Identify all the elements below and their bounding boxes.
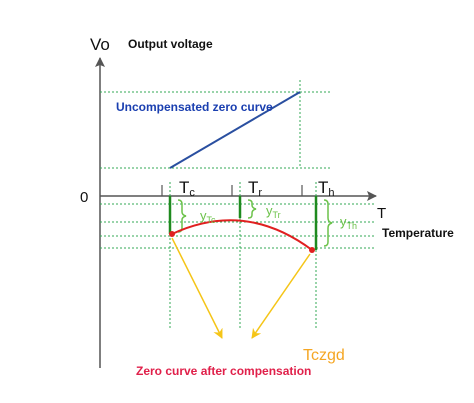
compensated-label: Zero curve after compensation bbox=[136, 364, 311, 378]
origin-label: 0 bbox=[80, 189, 88, 206]
arrow-from-tc bbox=[171, 237, 223, 339]
y-axis-label: Vo bbox=[90, 35, 110, 54]
tc-label: Tc bbox=[179, 178, 195, 199]
tr-label: Tr bbox=[248, 178, 262, 199]
uncompensated-line bbox=[169, 91, 301, 169]
y-axis-caption: Output voltage bbox=[128, 37, 213, 51]
ytc-label: yTc bbox=[200, 208, 216, 225]
ytr-label: yTr bbox=[266, 203, 281, 220]
tczgd-label: Tczgd bbox=[303, 347, 345, 364]
yth-brace bbox=[323, 199, 333, 247]
yth-label: yTh bbox=[340, 214, 357, 231]
x-axis-label: T bbox=[377, 205, 386, 222]
compensated-point-tc bbox=[169, 231, 175, 237]
compensated-curve bbox=[171, 219, 313, 251]
uncompensated-label: Uncompensated zero curve bbox=[116, 100, 273, 114]
ytc-brace bbox=[177, 199, 187, 233]
arrow-from-th bbox=[251, 253, 311, 339]
x-axis-caption: Temperature bbox=[382, 226, 454, 240]
ytr-brace bbox=[247, 199, 257, 219]
compensated-point-th bbox=[309, 247, 315, 253]
guide-lines bbox=[100, 80, 376, 330]
th-label: Th bbox=[318, 178, 335, 199]
